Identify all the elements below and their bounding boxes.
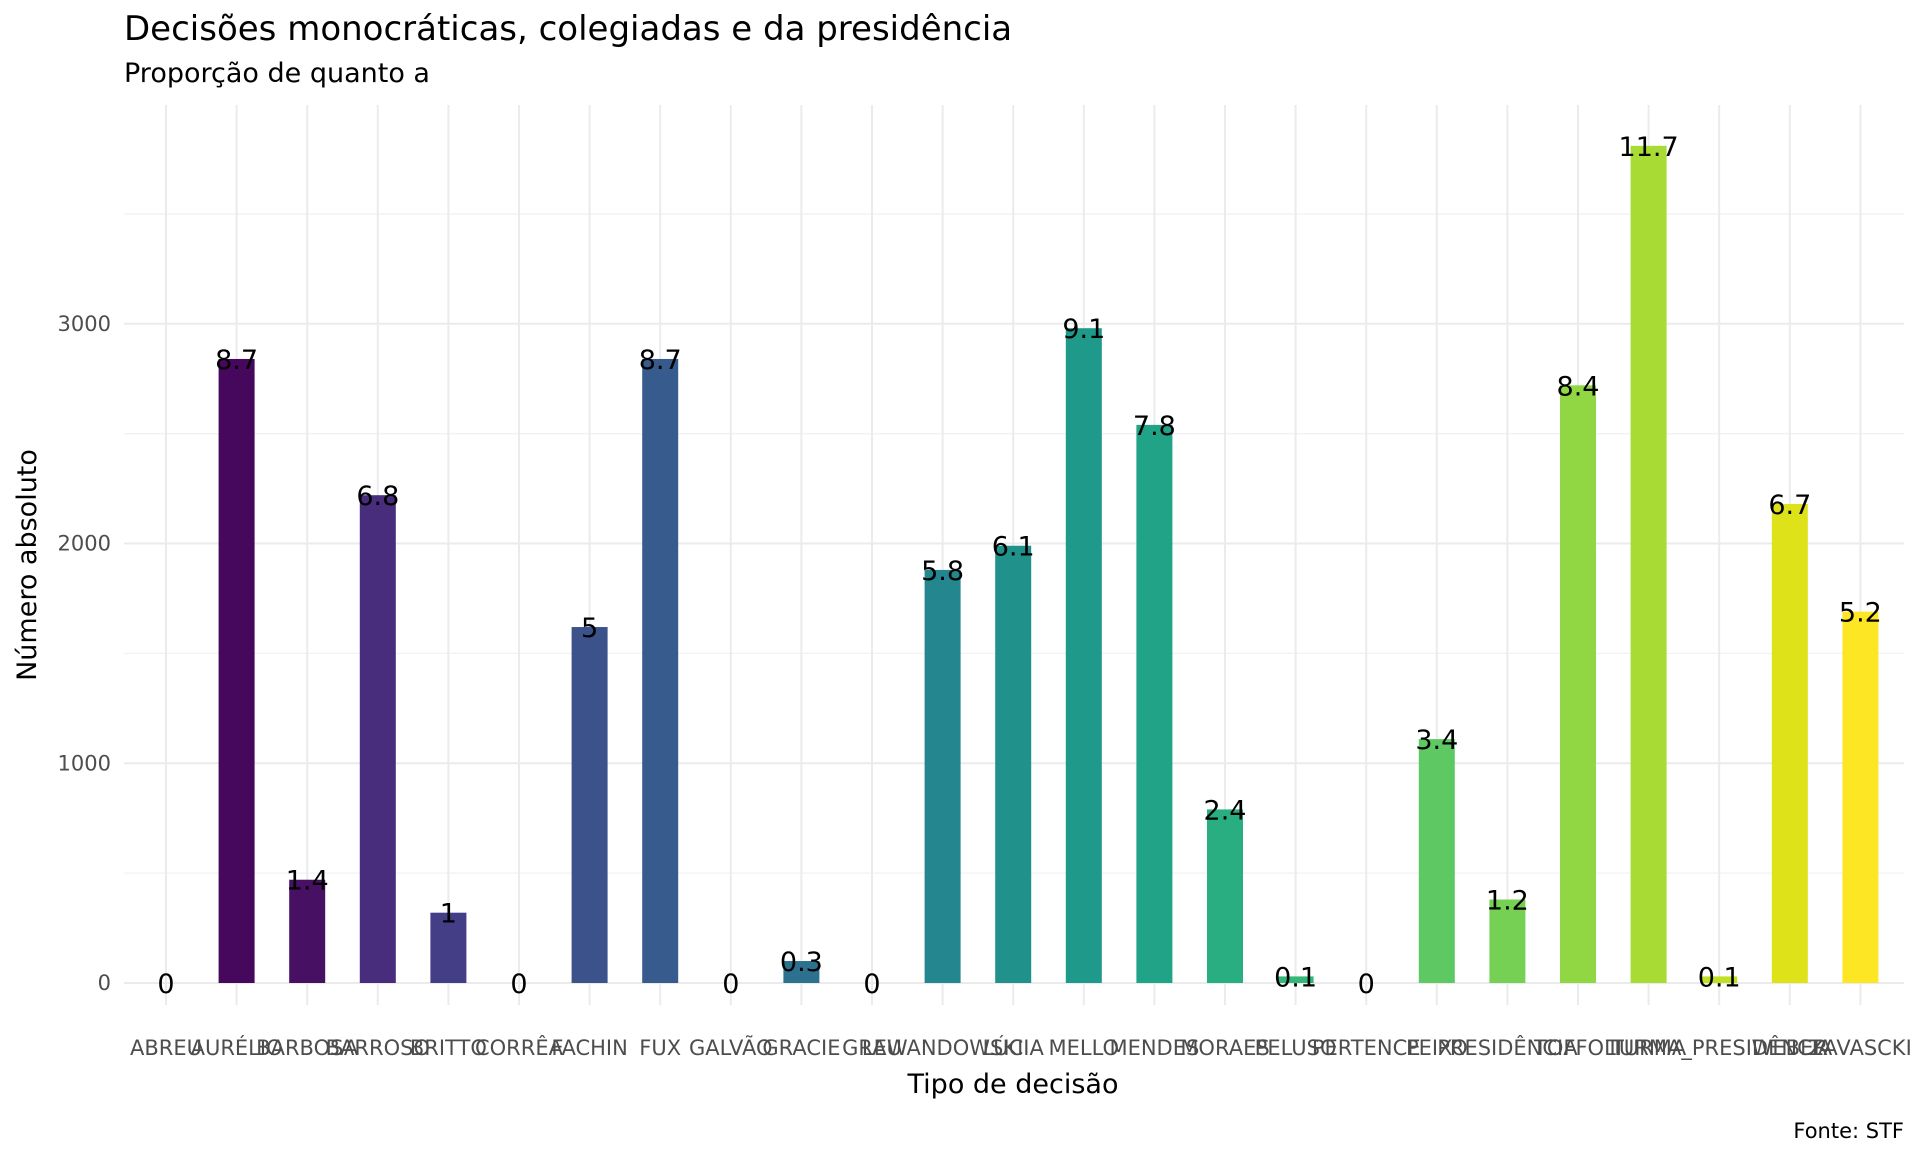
bar-value-label: 0.1	[1698, 962, 1741, 993]
bar	[218, 358, 255, 983]
x-tick-label: TOFFOLI	[1533, 1036, 1622, 1060]
bar	[995, 545, 1032, 983]
x-tick-label: TURMA	[1610, 1036, 1687, 1060]
bars	[218, 145, 1879, 983]
y-tick-label: 0	[98, 971, 111, 995]
bar	[289, 879, 326, 983]
x-tick-label: GRACIE	[762, 1036, 840, 1060]
x-tick-label: PEIXO	[1406, 1036, 1468, 1060]
bar-value-labels: 0 8.7 1.4 6.8 1 0 5 8.7 0 0.3 0 5.8 6.1 9.1 7.8 2.4 0.1 0…	[157, 132, 1881, 1000]
x-tick-label: BRITTO	[410, 1036, 487, 1060]
bar	[1560, 385, 1596, 983]
x-tick-label: TURMA_PRESIDÊNCIA	[1605, 1035, 1833, 1061]
bar-value-label: 5.8	[921, 556, 964, 587]
x-tick-label: FACHIN	[551, 1036, 628, 1060]
bar	[1136, 424, 1173, 983]
x-tick-label: BARROSO	[326, 1036, 430, 1060]
bar	[1842, 611, 1879, 983]
x-tick-label: MORAES	[1180, 1036, 1269, 1060]
bar	[1277, 976, 1314, 983]
bar-value-label: 3.4	[1415, 725, 1458, 756]
y-axis-title: Número absoluto	[12, 449, 43, 681]
bar-value-label: 8.7	[639, 345, 682, 376]
bar	[1207, 809, 1243, 983]
bar	[430, 912, 467, 983]
bar-value-label: 0	[1358, 969, 1375, 1000]
bar-value-label: 5	[581, 613, 598, 644]
x-tick-label: AURÉLIO	[191, 1035, 283, 1060]
x-tick-label: WEBER	[1752, 1036, 1828, 1060]
x-tick-label: MENDES	[1109, 1036, 1199, 1060]
x-tick-label: MELLO	[1049, 1036, 1120, 1060]
bar	[1701, 976, 1738, 983]
x-axis-title: Tipo de decisão	[907, 1069, 1119, 1100]
bar	[359, 495, 396, 983]
bar	[642, 358, 679, 983]
bar-value-label: 6.7	[1768, 490, 1811, 521]
bar-value-label: 9.1	[1062, 314, 1105, 345]
bar	[924, 569, 961, 983]
bar-value-label: 0	[863, 969, 880, 1000]
x-tick-label: LÚCIA	[983, 1035, 1045, 1060]
bar	[1630, 145, 1667, 983]
x-tick-label: PELUSO	[1255, 1036, 1337, 1060]
chart-caption: Fonte: STF	[1793, 1119, 1904, 1143]
bar	[1489, 899, 1526, 983]
chart-title: Decisões monocráticas, colegiadas e da p…	[124, 9, 1012, 49]
x-tick-label: ABREU	[130, 1036, 202, 1060]
y-axis-ticks: 0 1000 2000 3000	[58, 312, 111, 995]
bar-value-label: 6.1	[992, 532, 1035, 563]
bar-value-label: 2.4	[1204, 795, 1247, 826]
bar	[1418, 739, 1455, 983]
bar-value-label: 0	[157, 969, 174, 1000]
x-axis-ticks: ABREUAURÉLIOBARBOSABARROSOBRITTOCORRÊAFA…	[130, 1034, 1912, 1061]
bar-value-label: 5.2	[1839, 598, 1882, 629]
y-tick-label: 2000	[58, 532, 111, 556]
x-tick-label: BARBOSA	[256, 1036, 359, 1060]
bar-value-label: 0	[510, 969, 527, 1000]
bar	[1065, 328, 1102, 983]
bar-value-label: 1.4	[286, 866, 329, 897]
bar	[783, 961, 820, 983]
x-tick-label: LEWANDOWSKI	[862, 1036, 1023, 1060]
bar-value-label: 6.8	[356, 481, 399, 512]
bar-value-label: 7.8	[1133, 411, 1176, 442]
x-tick-label: PERTENCE	[1312, 1036, 1421, 1060]
chart-subtitle: Proporção de quanto a	[124, 58, 430, 89]
bar	[1771, 503, 1808, 983]
bar-value-label: 0	[722, 969, 739, 1000]
x-tick-label: GRAU	[842, 1036, 902, 1060]
x-tick-label: FUX	[639, 1036, 681, 1060]
bar-value-label: 0.3	[780, 947, 823, 978]
bar-value-label: 1	[440, 899, 457, 930]
bar-value-label: 11.7	[1619, 132, 1679, 163]
bar-value-label: 8.7	[215, 345, 258, 376]
bar-value-label: 0.1	[1274, 962, 1317, 993]
y-tick-label: 3000	[58, 312, 111, 336]
x-tick-label: PRESIDÊNCIA	[1437, 1035, 1578, 1060]
bar-value-label: 1.2	[1486, 886, 1529, 917]
x-tick-label: GALVÃO	[689, 1034, 773, 1060]
x-tick-label: CORRÊA	[475, 1035, 564, 1060]
bar-value-label: 8.4	[1557, 371, 1600, 402]
y-tick-label: 1000	[58, 751, 111, 775]
x-tick-label: ZAVASCKI	[1809, 1036, 1912, 1060]
bar	[571, 627, 608, 983]
